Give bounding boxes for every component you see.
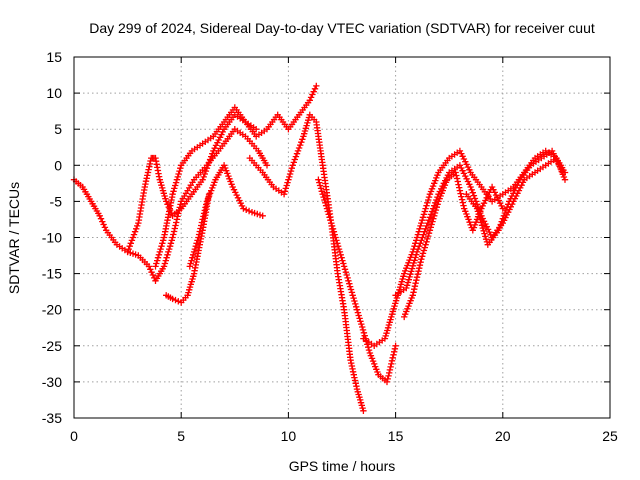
x-tick-label: 0 bbox=[70, 428, 78, 444]
gridlines bbox=[74, 57, 610, 418]
x-tick-label: 5 bbox=[177, 428, 185, 444]
data-marks bbox=[70, 82, 569, 414]
y-tick-label: -5 bbox=[50, 193, 63, 209]
series-markers-4 bbox=[163, 191, 213, 306]
series-track-2 bbox=[124, 82, 320, 256]
y-tick-label: -25 bbox=[42, 338, 62, 354]
series-track-10 bbox=[401, 169, 506, 321]
series-markers-10 bbox=[401, 169, 506, 321]
series-markers-2 bbox=[124, 82, 320, 256]
y-tick-labels: -35 -30 -25 -20 -15 -10 -5 0 5 10 15 bbox=[42, 49, 62, 426]
series-markers-5 bbox=[186, 162, 266, 270]
series-markers-6 bbox=[246, 111, 367, 414]
y-tick-label: -10 bbox=[42, 230, 62, 246]
series-markers-3 bbox=[152, 104, 260, 270]
x-tick-label: 25 bbox=[602, 428, 618, 444]
series-track-3 bbox=[152, 104, 260, 270]
series-markers-8 bbox=[360, 147, 569, 349]
x-axis-label: GPS time / hours bbox=[289, 458, 396, 474]
y-tick-label: -20 bbox=[42, 302, 62, 318]
series-markers-11 bbox=[463, 147, 566, 248]
x-tick-label: 20 bbox=[495, 428, 511, 444]
series-track-11 bbox=[463, 147, 566, 248]
x-tick-label: 10 bbox=[281, 428, 297, 444]
x-tick-label: 15 bbox=[388, 428, 404, 444]
series-track-5 bbox=[186, 162, 266, 270]
series-track-8 bbox=[360, 147, 569, 349]
y-tick-label: 10 bbox=[46, 85, 62, 101]
y-tick-label: -15 bbox=[42, 266, 62, 282]
y-tick-label: 5 bbox=[54, 121, 62, 137]
series-track-6 bbox=[246, 111, 367, 414]
series-track-4 bbox=[163, 191, 213, 306]
y-tick-label: -30 bbox=[42, 374, 62, 390]
axis-ticks bbox=[73, 56, 611, 419]
y-tick-label: -35 bbox=[42, 410, 62, 426]
chart-title: Day 299 of 2024, Sidereal Day-to-day VTE… bbox=[89, 20, 595, 36]
x-tick-labels: 0 5 10 15 20 25 bbox=[70, 428, 618, 444]
y-axis-label: SDTVAR / TECUs bbox=[6, 182, 22, 294]
y-tick-label: 15 bbox=[46, 49, 62, 65]
y-tick-label: 0 bbox=[54, 157, 62, 173]
